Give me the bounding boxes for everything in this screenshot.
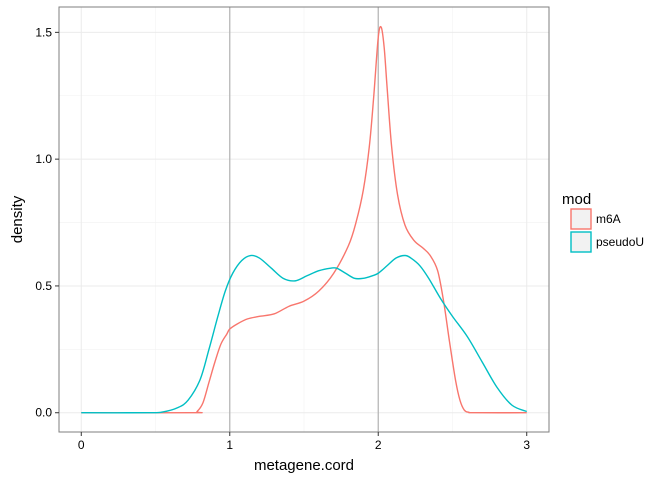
y-tick-label: 1.5 [35,25,52,39]
legend-items: m6A pseudoU [570,208,644,253]
legend-label-pseudoU: pseudoU [596,235,644,249]
legend-title: mod [562,191,591,208]
legend-key-pseudoU [570,231,592,253]
y-tick-label: 1.0 [35,152,52,166]
y-tick-label: 0.5 [35,279,52,293]
x-tick-label: 0 [78,438,85,452]
y-tick-label: 0.0 [35,406,52,420]
panel-border [58,6,550,433]
x-tick-label: 2 [375,438,382,452]
y-axis-title: density [9,195,26,243]
series-layer [81,25,528,414]
legend-label-m6A: m6A [596,212,621,226]
reference-lines [229,7,379,432]
x-axis-title: metagene.cord [254,457,354,474]
series-line-m6A [81,25,527,414]
legend-key-m6A [570,208,592,230]
axis-layer: 0 1 2 3 0.0 0.5 1.0 1.5 [35,25,530,452]
x-tick-label: 3 [523,438,530,452]
x-tick-label: 1 [226,438,233,452]
legend: mod m6A pseudoU [562,191,644,253]
series-line-pseudoU [81,254,528,414]
grid-layer [59,7,549,432]
